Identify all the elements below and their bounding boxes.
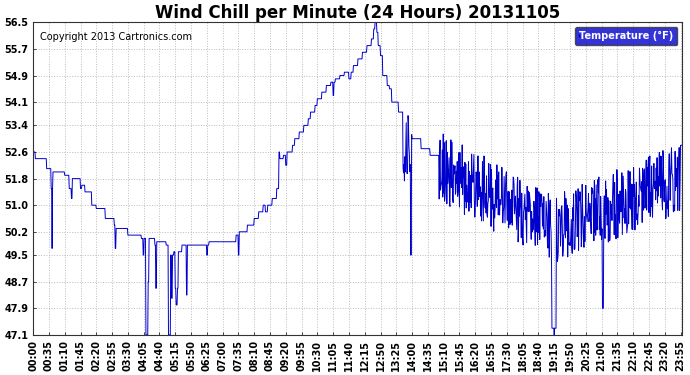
Legend: Temperature (°F): Temperature (°F) xyxy=(575,27,678,45)
Title: Wind Chill per Minute (24 Hours) 20131105: Wind Chill per Minute (24 Hours) 2013110… xyxy=(155,4,560,22)
Text: Copyright 2013 Cartronics.com: Copyright 2013 Cartronics.com xyxy=(39,32,192,42)
